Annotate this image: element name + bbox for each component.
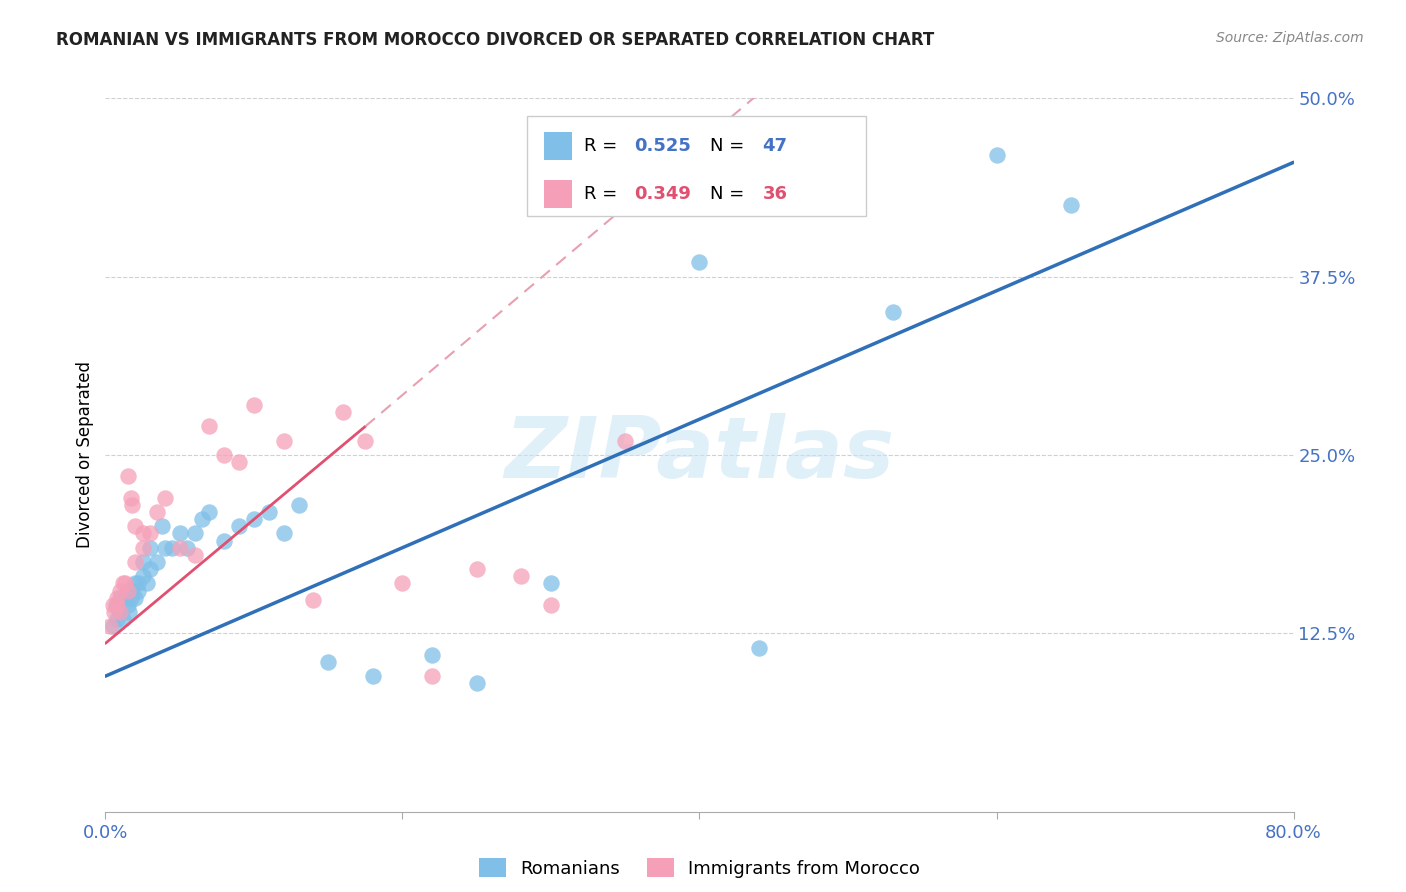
Point bbox=[540, 576, 562, 591]
Point bbox=[146, 555, 169, 569]
Point bbox=[112, 576, 135, 591]
Point bbox=[198, 505, 221, 519]
Point bbox=[302, 593, 325, 607]
Text: 0.349: 0.349 bbox=[634, 185, 690, 202]
Point bbox=[191, 512, 214, 526]
Point bbox=[105, 612, 128, 626]
Point bbox=[214, 448, 236, 462]
Point bbox=[124, 519, 146, 533]
Point bbox=[121, 498, 143, 512]
Point bbox=[169, 526, 191, 541]
Point bbox=[120, 591, 142, 605]
Legend: Romanians, Immigrants from Morocco: Romanians, Immigrants from Morocco bbox=[471, 851, 928, 885]
Point bbox=[540, 598, 562, 612]
Point bbox=[121, 583, 143, 598]
Point bbox=[124, 576, 146, 591]
Point bbox=[465, 562, 488, 576]
Text: 36: 36 bbox=[762, 185, 787, 202]
Text: Source: ZipAtlas.com: Source: ZipAtlas.com bbox=[1216, 31, 1364, 45]
Point bbox=[101, 598, 124, 612]
Text: 47: 47 bbox=[762, 137, 787, 155]
Y-axis label: Divorced or Separated: Divorced or Separated bbox=[76, 361, 94, 549]
Point bbox=[118, 605, 141, 619]
Point bbox=[117, 583, 139, 598]
Point bbox=[214, 533, 236, 548]
Point bbox=[228, 519, 250, 533]
Point bbox=[273, 434, 295, 448]
Point bbox=[124, 591, 146, 605]
Point bbox=[257, 505, 280, 519]
Point bbox=[153, 541, 176, 555]
Point bbox=[243, 398, 266, 412]
Point bbox=[98, 619, 121, 633]
Point bbox=[112, 612, 135, 626]
Point bbox=[658, 191, 681, 205]
Point bbox=[103, 605, 125, 619]
Point bbox=[136, 576, 159, 591]
Point bbox=[882, 305, 904, 319]
Point bbox=[465, 676, 488, 690]
Point bbox=[131, 555, 153, 569]
Point bbox=[332, 405, 354, 419]
Point bbox=[748, 640, 770, 655]
Point bbox=[183, 548, 205, 562]
Point bbox=[243, 512, 266, 526]
Point bbox=[127, 576, 149, 591]
Text: ROMANIAN VS IMMIGRANTS FROM MOROCCO DIVORCED OR SEPARATED CORRELATION CHART: ROMANIAN VS IMMIGRANTS FROM MOROCCO DIVO… bbox=[56, 31, 935, 49]
Point bbox=[1060, 198, 1083, 212]
Point bbox=[110, 605, 132, 619]
Point bbox=[176, 541, 198, 555]
Point bbox=[354, 434, 377, 448]
Point bbox=[986, 148, 1008, 162]
Point bbox=[105, 591, 128, 605]
Point bbox=[117, 583, 139, 598]
Point bbox=[510, 569, 533, 583]
Bar bbox=[527, 116, 866, 216]
Point bbox=[117, 469, 139, 483]
Point bbox=[183, 526, 205, 541]
Point bbox=[689, 255, 711, 269]
Point bbox=[162, 541, 184, 555]
Point bbox=[420, 669, 443, 683]
Point bbox=[150, 519, 173, 533]
Point bbox=[139, 526, 162, 541]
Point bbox=[169, 541, 191, 555]
Point bbox=[105, 598, 128, 612]
Text: ZIPatlas: ZIPatlas bbox=[505, 413, 894, 497]
Point bbox=[131, 541, 153, 555]
Point bbox=[110, 605, 132, 619]
Point bbox=[110, 591, 132, 605]
Bar bbox=[544, 132, 572, 161]
Point bbox=[104, 598, 127, 612]
Point bbox=[114, 591, 136, 605]
Point bbox=[131, 569, 153, 583]
Point bbox=[153, 491, 176, 505]
Point bbox=[316, 655, 339, 669]
Point bbox=[273, 526, 295, 541]
Point bbox=[124, 555, 146, 569]
Point bbox=[146, 505, 169, 519]
Point bbox=[139, 541, 162, 555]
Point bbox=[361, 669, 384, 683]
Point bbox=[114, 576, 136, 591]
Point bbox=[228, 455, 250, 469]
Point bbox=[420, 648, 443, 662]
Point bbox=[614, 434, 637, 448]
Text: R =: R = bbox=[585, 137, 623, 155]
Point bbox=[101, 619, 124, 633]
Point bbox=[127, 583, 149, 598]
Point bbox=[287, 498, 309, 512]
Text: N =: N = bbox=[710, 137, 751, 155]
Point bbox=[198, 419, 221, 434]
Bar bbox=[544, 179, 572, 208]
Point bbox=[391, 576, 413, 591]
Point bbox=[131, 526, 153, 541]
Point bbox=[139, 562, 162, 576]
Point bbox=[120, 491, 142, 505]
Point bbox=[117, 598, 139, 612]
Text: 0.525: 0.525 bbox=[634, 137, 690, 155]
Text: N =: N = bbox=[710, 185, 751, 202]
Point bbox=[110, 583, 132, 598]
Text: R =: R = bbox=[585, 185, 623, 202]
